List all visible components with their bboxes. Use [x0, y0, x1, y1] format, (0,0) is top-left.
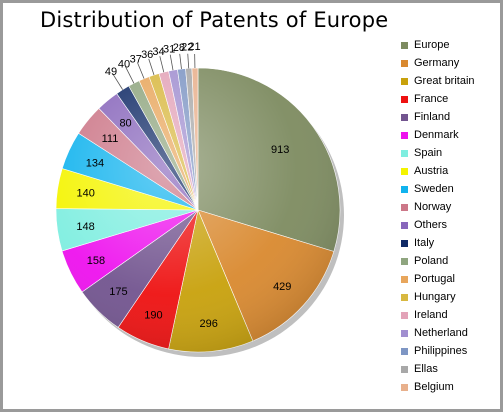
data-label-norway: 111: [102, 133, 119, 145]
legend-label: Great britain: [414, 75, 475, 87]
legend-label: Italy: [414, 237, 435, 249]
leader-line-ellas: [187, 53, 190, 69]
legend-label: Netherland: [414, 327, 468, 339]
legend-item-denmark: Denmark: [401, 126, 497, 144]
legend-item-france: France: [401, 90, 497, 108]
leader-line-poland: [125, 66, 135, 84]
legend-item-belgium: Belgium: [401, 378, 497, 396]
legend-swatch: [401, 383, 408, 391]
legend-label: Portugal: [414, 273, 455, 285]
legend-swatch: [401, 329, 408, 337]
data-label-others: 80: [119, 117, 131, 129]
data-label-europe: 913: [271, 144, 289, 156]
legend-item-netherland: Netherland: [401, 324, 497, 342]
leader-line-netherland: [169, 54, 174, 71]
legend-swatch: [401, 365, 408, 373]
legend-swatch: [401, 257, 408, 265]
legend-label: Others: [414, 219, 448, 231]
legend-swatch: [401, 113, 408, 121]
legend-label: Ellas: [414, 363, 438, 375]
legend-item-great-britain: Great britain: [401, 72, 497, 90]
data-label-sweden: 134: [86, 157, 104, 169]
data-label-spain: 148: [76, 221, 94, 233]
legend-item-hungary: Hungary: [401, 288, 497, 306]
legend-item-germany: Germany: [401, 54, 497, 72]
data-label-netherland: 31: [163, 44, 175, 56]
legend-item-europe: Europe: [401, 36, 497, 54]
data-label-poland: 40: [118, 59, 130, 71]
leader-line-philippines: [179, 53, 182, 70]
legend-item-austria: Austria: [401, 162, 497, 180]
chart-title: Distribution of Patents of Europe: [40, 8, 389, 32]
data-label-ireland: 34: [152, 46, 164, 58]
legend-swatch: [401, 167, 408, 175]
legend-label: Spain: [414, 147, 443, 159]
leader-line-italy: [112, 73, 123, 90]
legend-swatch: [401, 77, 408, 85]
legend-label: Philippines: [414, 345, 468, 357]
legend-item-finland: Finland: [401, 108, 497, 126]
leader-line-hungary: [148, 58, 155, 76]
legend-label: Denmark: [414, 129, 459, 141]
legend-label: Germany: [414, 57, 460, 69]
legend-item-ireland: Ireland: [401, 306, 497, 324]
leader-line-ireland: [159, 56, 165, 73]
legend-swatch: [401, 275, 408, 283]
data-label-ellas: 22: [181, 41, 193, 53]
data-label-hungary: 36: [141, 49, 153, 61]
legend-swatch: [401, 293, 408, 301]
legend-label: France: [414, 93, 449, 105]
legend-item-ellas: Ellas: [401, 360, 497, 378]
data-label-great-britain: 296: [199, 318, 217, 330]
legend-swatch: [401, 221, 408, 229]
legend-item-spain: Spain: [401, 144, 497, 162]
leader-line-portugal: [137, 62, 145, 79]
legend-label: Finland: [414, 111, 451, 123]
legend-swatch: [401, 239, 408, 247]
data-label-italy: 49: [105, 66, 117, 78]
legend-swatch: [401, 203, 408, 211]
legend-label: Europe: [414, 39, 450, 51]
legend-swatch: [401, 311, 408, 319]
legend-swatch: [401, 149, 408, 157]
legend-item-others: Others: [401, 216, 497, 234]
legend-swatch: [401, 131, 408, 139]
legend-swatch: [401, 59, 408, 67]
legend-label: Belgium: [414, 381, 454, 393]
data-label-philippines: 28: [173, 42, 185, 54]
data-label-portugal: 37: [130, 53, 142, 65]
legend-label: Hungary: [414, 291, 456, 303]
legend-label: Austria: [414, 165, 449, 177]
legend-item-poland: Poland: [401, 252, 497, 270]
data-label-denmark: 158: [87, 255, 105, 267]
legend-swatch: [401, 95, 408, 103]
legend-swatch: [401, 185, 408, 193]
legend-item-sweden: Sweden: [401, 180, 497, 198]
data-label-finland: 175: [109, 286, 127, 298]
legend-item-norway: Norway: [401, 198, 497, 216]
data-label-france: 190: [144, 310, 162, 322]
legend-label: Sweden: [414, 183, 454, 195]
legend-item-italy: Italy: [401, 234, 497, 252]
legend-label: Ireland: [414, 309, 448, 321]
data-label-germany: 429: [273, 281, 291, 293]
data-label-belgium: 21: [188, 41, 200, 53]
legend: Europe Germany Great britain France Finland D…: [401, 36, 497, 396]
legend-label: Poland: [414, 255, 449, 267]
legend-swatch: [401, 347, 408, 355]
legend-swatch: [401, 41, 408, 49]
legend-item-philippines: Philippines: [401, 342, 497, 360]
legend-item-portugal: Portugal: [401, 270, 497, 288]
data-label-austria: 140: [77, 188, 95, 200]
legend-label: Norway: [414, 201, 452, 213]
